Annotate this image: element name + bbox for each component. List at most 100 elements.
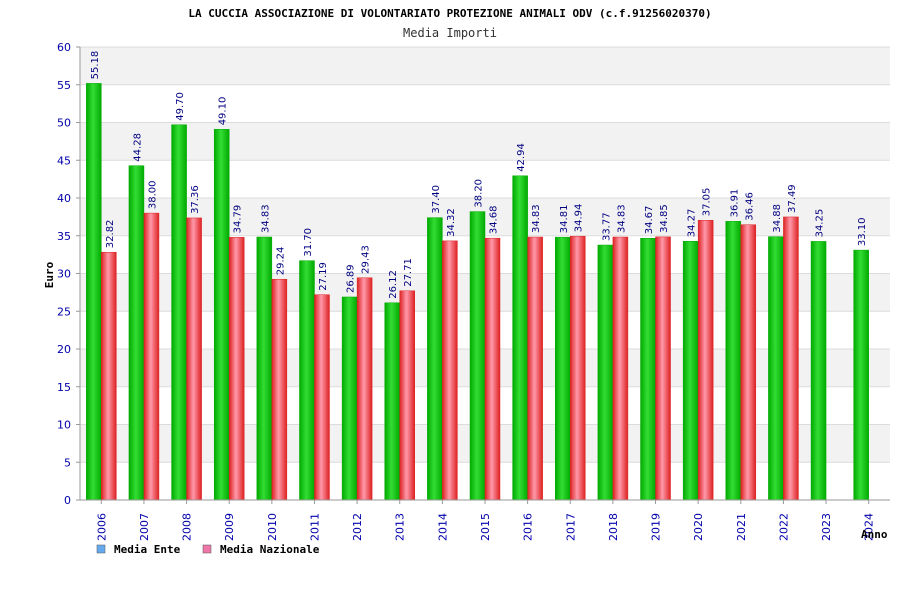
bar-media-ente <box>640 237 656 501</box>
bar-media-ente <box>427 217 443 501</box>
bar-media-ente <box>171 124 187 501</box>
x-tick-label: 2017 <box>564 513 577 541</box>
x-tick-label: 2008 <box>181 513 194 541</box>
bar-media-nazionale <box>527 236 543 501</box>
bar-media-nazionale <box>399 290 415 501</box>
x-tick-label: 2010 <box>266 513 279 541</box>
bar-media-ente <box>341 296 358 501</box>
data-label: 26.89 <box>346 264 357 293</box>
data-label: 34.88 <box>772 204 783 233</box>
data-label: 34.25 <box>815 209 826 238</box>
bar-media-nazionale <box>697 220 714 501</box>
y-tick-label: 5 <box>64 456 71 469</box>
y-tick-label: 55 <box>57 79 71 92</box>
x-tick-label: 2022 <box>777 513 790 541</box>
x-tick-label: 2011 <box>308 513 321 541</box>
data-label: 34.83 <box>616 204 627 233</box>
data-label: 33.10 <box>857 217 868 246</box>
bar-media-ente <box>299 260 315 501</box>
data-label: 34.32 <box>446 208 457 237</box>
data-label: 34.83 <box>531 204 542 233</box>
data-label: 37.05 <box>702 188 713 217</box>
data-label: 42.94 <box>516 143 527 172</box>
y-tick-label: 60 <box>57 41 71 54</box>
bar-media-ente <box>555 236 571 501</box>
grid-band <box>80 122 890 161</box>
y-tick-label: 15 <box>57 381 71 394</box>
x-tick-label: 2009 <box>223 513 236 541</box>
data-label: 34.68 <box>489 206 500 235</box>
x-tick-label: 2020 <box>692 513 705 541</box>
x-axis-ticks: 2006 2007 2008 2009 2010 2011 2012 2013 2014 2015… <box>95 500 876 541</box>
bar-media-nazionale <box>783 216 799 501</box>
y-tick-label: 0 <box>64 494 71 507</box>
data-label: 37.40 <box>431 185 442 214</box>
data-label: 37.49 <box>787 184 798 213</box>
data-label: 27.19 <box>318 262 329 291</box>
data-label: 29.43 <box>361 245 372 274</box>
bar-media-nazionale <box>612 236 629 501</box>
bar-media-nazionale <box>314 294 330 501</box>
data-label: 34.79 <box>233 205 244 234</box>
y-tick-label: 45 <box>57 154 71 167</box>
bar-media-nazionale <box>101 251 117 501</box>
x-tick-label: 2015 <box>479 513 492 541</box>
bar-media-nazionale <box>740 224 757 501</box>
bar-media-nazionale <box>228 237 245 501</box>
data-label: 34.27 <box>687 209 698 238</box>
x-tick-label: 2012 <box>351 513 364 541</box>
bar-media-ente <box>853 249 869 501</box>
bar-media-ente <box>213 129 230 501</box>
bar-media-ente <box>128 165 145 501</box>
chart-subtitle: Media Importi <box>403 26 497 40</box>
data-label: 33.77 <box>601 212 612 241</box>
data-label: 26.12 <box>388 270 399 299</box>
data-label: 27.71 <box>403 258 414 287</box>
data-label: 34.81 <box>559 205 570 234</box>
x-tick-label: 2016 <box>522 513 535 541</box>
data-label: 34.83 <box>260 204 271 233</box>
x-tick-label: 2018 <box>607 513 620 541</box>
data-label: 29.24 <box>275 247 286 276</box>
x-tick-label: 2006 <box>95 513 108 541</box>
data-label: 31.70 <box>303 228 314 257</box>
chart-title: LA CUCCIA ASSOCIAZIONE DI VOLONTARIATO P… <box>188 7 711 20</box>
data-label: 37.36 <box>190 185 201 214</box>
bar-media-nazionale <box>143 212 160 501</box>
data-label: 34.94 <box>574 204 585 233</box>
y-tick-label: 35 <box>57 230 71 243</box>
x-axis-title: Anno <box>861 528 888 541</box>
bar-media-ente <box>469 211 486 501</box>
data-label: 38.00 <box>147 180 158 209</box>
x-tick-label: 2024 <box>863 513 876 541</box>
data-label: 34.85 <box>659 204 670 233</box>
bar-media-ente <box>512 175 528 501</box>
bar-media-ente <box>725 221 742 501</box>
y-axis-title: Euro <box>43 261 56 288</box>
y-tick-label: 25 <box>57 305 71 318</box>
legend-label: Media Ente <box>114 543 181 556</box>
data-label: 36.46 <box>744 192 755 221</box>
bar-media-ente <box>682 241 699 501</box>
data-label: 36.91 <box>729 189 740 218</box>
data-label: 38.20 <box>474 179 485 208</box>
grid-band <box>80 47 890 85</box>
data-label: 32.82 <box>105 220 116 249</box>
y-tick-label: 40 <box>57 192 71 205</box>
legend-swatch <box>96 544 106 554</box>
data-label: 55.18 <box>90 51 101 80</box>
x-tick-label: 2019 <box>650 513 663 541</box>
y-tick-label: 10 <box>57 419 71 432</box>
y-axis-ticks: 0 5 10 15 20 25 30 35 40 45 50 55 60 <box>57 41 80 507</box>
bar-media-nazionale <box>484 237 501 501</box>
bar-media-ente <box>597 244 614 501</box>
x-tick-label: 2013 <box>394 513 407 541</box>
data-label: 49.70 <box>175 92 186 121</box>
data-label: 34.67 <box>644 206 655 235</box>
bars <box>86 83 869 501</box>
bar-media-ente <box>256 236 273 501</box>
y-tick-label: 30 <box>57 268 71 281</box>
bar-media-nazionale <box>570 235 586 501</box>
x-tick-label: 2007 <box>138 513 151 541</box>
